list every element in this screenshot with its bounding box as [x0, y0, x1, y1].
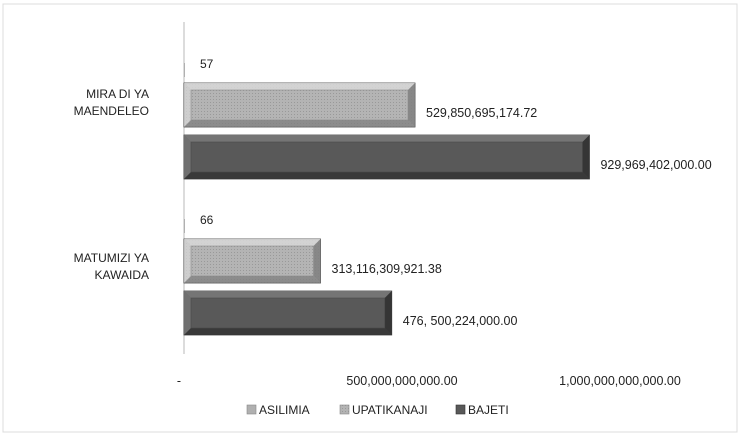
x-tick-label-1: 500,000,000,000.00 [346, 374, 457, 388]
bar-upatikanaji-matumizi-ya-kawaida [183, 238, 321, 284]
legend-label-upatikanaji: UPATIKANAJI [352, 403, 428, 417]
legend-label-asilimia: ASILIMIA [259, 403, 310, 417]
data-label-bajeti-miradi-ya-maendeleo: 929,969,402,000.00 [600, 158, 711, 172]
bars-layer [183, 63, 590, 336]
chart-border [2, 3, 738, 433]
data-label-asilimia-miradi-ya-maendeleo: 57 [200, 57, 214, 71]
bar-asilimia-miradi-ya-maendeleo [184, 63, 185, 77]
x-tick-label-0: - [177, 374, 181, 388]
bar-bajeti-matumizi-ya-kawaida [183, 290, 393, 336]
data-label-upatikanaji-matumizi-ya-kawaida: 313,116,309,921.38 [332, 262, 442, 276]
labels-layer: 57 529,850,695,174.72 929,969,402,000.00 MI… [74, 57, 712, 328]
category-label-matumizi-ya-kawaida: MATUMIZI YA KAWAIDA [74, 251, 149, 282]
bar-upatikanaji-miradi-ya-maendeleo [183, 82, 416, 128]
legend-swatch-asilimia [246, 404, 257, 415]
bar-asilimia-matumizi-ya-kawaida [184, 219, 185, 233]
data-label-asilimia-matumizi-ya-kawaida: 66 [200, 213, 214, 227]
x-tick-label-2: 1,000,000,000,000.00 [559, 374, 681, 388]
data-label-bajeti-matumizi-ya-kawaida: 476, 500,224,000.00 [403, 314, 518, 328]
x-axis: - 500,000,000,000.00 1,000,000,000,000.00 [177, 374, 681, 388]
data-label-upatikanaji-miradi-ya-maendeleo: 529,850,695,174.72 [426, 106, 537, 120]
category-label-miradi-ya-maendeleo: MIRA DI YA MAENDELEO [74, 87, 149, 118]
bar-bajeti-miradi-ya-maendeleo [183, 134, 590, 180]
legend-label-bajeti: BAJETI [468, 403, 509, 417]
legend-swatch-upatikanaji [339, 404, 350, 415]
legend-swatch-bajeti [455, 404, 466, 415]
legend: ASILIMIA UPATIKANAJI BAJETI [246, 403, 509, 417]
